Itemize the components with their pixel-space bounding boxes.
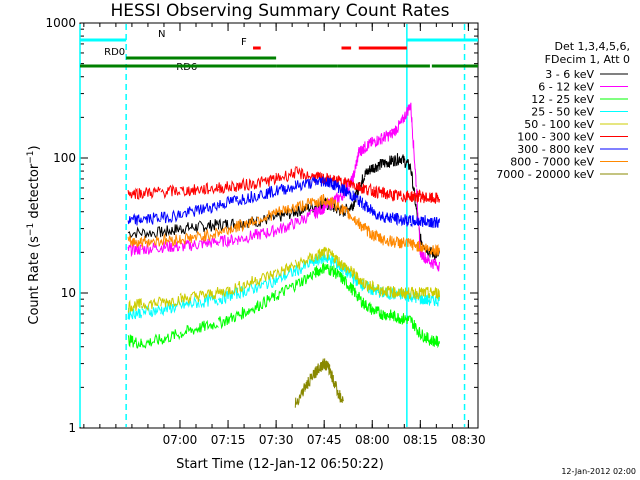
x-tick-label: 07:00 [163,433,198,447]
legend-label: 7000 - 20000 keV [496,168,594,181]
y-axis-label-main: Count Rate (s [27,236,42,325]
flag-label: F [241,37,247,48]
y-axis-label-exp2: −1 [26,150,36,163]
legend-label: 800 - 7000 keV [510,156,594,169]
x-axis-label: Start Time (12-Jan-12 06:50:22) [176,457,384,472]
legend-label: 25 - 50 keV [531,106,594,119]
x-tick-label: 08:30 [451,433,486,447]
y-tick-label: 10 [61,286,76,300]
y-tick-label: 100 [53,151,76,165]
series-line [127,175,440,229]
y-tick-label: 1000 [45,16,76,30]
legend-header-2: FDecim 1, Att 0 [545,53,630,66]
x-tick-label: 07:30 [259,433,294,447]
y-axis-label-mid: detector [27,163,42,223]
chart-title: HESSI Observing Summary Count Rates [110,1,449,21]
series-layer [127,102,440,408]
series-line [294,358,344,408]
x-tick-labels: 07:00 07:15 07:30 07:45 08:00 08:15 08:30 [163,433,486,447]
series-line [127,193,440,257]
y-tick-labels: 1 10 100 1000 [45,16,76,435]
series-line [127,262,440,349]
legend: Det 1,3,4,5,6, FDecim 1, Att 0 3 - 6 keV… [496,40,630,181]
x-tick-label: 08:15 [403,433,438,447]
y-axis-label: Count Rate (s−1 detector−1) [26,145,42,324]
y-axis-label-exp1: −1 [26,223,36,236]
series-line [127,251,440,320]
series-line [127,246,440,314]
flag-label: N [158,29,165,40]
flag-label: RD0 [104,47,125,58]
legend-label: 6 - 12 keV [538,81,594,94]
y-tick-label: 1 [68,421,76,435]
footer-timestamp: 12-Jan-2012 02:00 [561,467,636,476]
legend-header-1: Det 1,3,4,5,6, [554,40,630,53]
legend-label: 100 - 300 keV [517,131,594,144]
legend-label: 3 - 6 keV [545,68,594,81]
flag-bars: NFRD0RD6 [80,29,478,73]
legend-label: 50 - 100 keV [524,118,594,131]
legend-label: 12 - 25 keV [531,93,594,106]
x-tick-label: 08:00 [355,433,390,447]
legend-label: 300 - 800 keV [517,143,594,156]
x-tick-label: 07:45 [307,433,342,447]
y-axis-label-end: ) [27,145,42,150]
x-tick-label: 07:15 [211,433,246,447]
